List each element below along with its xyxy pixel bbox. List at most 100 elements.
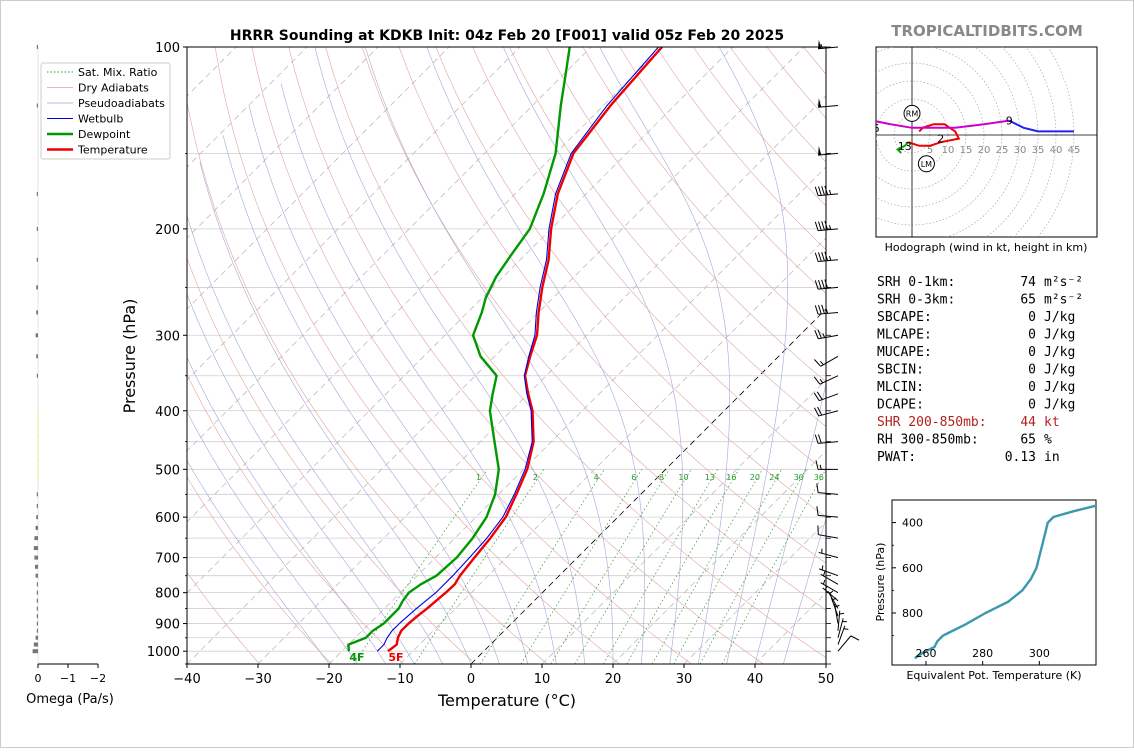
y-tick-label: 1000 [147, 645, 180, 660]
theta-e-y-tick-label: 600 [902, 562, 923, 575]
index-label: RH 300-850mb: [877, 433, 979, 448]
x-tick-label: 40 [747, 672, 764, 687]
barb-half [823, 572, 824, 576]
barb-full [818, 252, 821, 261]
omega-bar [37, 104, 38, 108]
index-label: MLCIN: [877, 380, 924, 395]
wind-barb [818, 98, 838, 107]
wind-barb [816, 460, 838, 469]
index-value: 0 [1028, 380, 1036, 395]
dry-adiabat [142, 47, 476, 664]
moist-adiabat [223, 135, 499, 664]
omega-bar [33, 649, 38, 653]
mixing-ratio-label: 2 [533, 473, 538, 482]
wind-barb [838, 636, 859, 651]
mixing-ratio-line [604, 469, 718, 664]
y-tick-label: 900 [155, 618, 180, 633]
index-unit: J/kg [1044, 345, 1075, 360]
mixing-ratio-line [480, 469, 604, 664]
omega-bar [36, 515, 38, 519]
storm-motion-label: LM [921, 160, 932, 169]
wind-barb [815, 305, 838, 314]
barb-half [839, 613, 844, 614]
barb-shaft [818, 535, 838, 538]
omega-bar [37, 45, 38, 49]
barb-full [818, 305, 821, 314]
mixing-ratio-label: 16 [726, 473, 736, 482]
barb-full [815, 187, 818, 196]
site-watermark: TROPICALTIDBITS.COM [891, 22, 1083, 40]
legend-label: Pseudoadiabats [78, 97, 165, 110]
index-unit: m²s⁻² [1044, 275, 1083, 290]
barb-half [829, 190, 830, 194]
barb-full [814, 359, 820, 366]
moist-adiabat [719, 47, 788, 664]
omega-bar [37, 504, 38, 508]
dry-adiabat [252, 47, 692, 664]
mixing-ratio-line [415, 469, 544, 664]
barb-half [823, 580, 824, 584]
x-axis-label: Temperature (°C) [437, 691, 576, 710]
wind-barb [815, 252, 838, 262]
barb-half [820, 379, 823, 383]
y-axis-label: Pressure (hPa) [120, 299, 139, 414]
x-tick-label: 50 [818, 672, 835, 687]
x-tick-label: −20 [315, 672, 342, 687]
index-unit: kt [1044, 415, 1060, 430]
theta-e-ylabel: Pressure (hPa) [874, 543, 887, 622]
omega-bar [37, 591, 38, 595]
hodograph-height-label: 2 [937, 133, 944, 146]
omega-bar [36, 636, 38, 640]
index-label: SBCAPE: [877, 310, 932, 325]
barb-full [815, 280, 818, 289]
omega-xlabel: Omega (Pa/s) [26, 692, 114, 707]
barb-full [817, 506, 818, 515]
isotherm-line [329, 47, 946, 664]
barb-full [822, 252, 825, 261]
surface-label: 4F [349, 651, 364, 664]
x-tick-label: 0 [467, 672, 475, 687]
y-tick-label: 600 [155, 511, 180, 526]
wind-barb [838, 626, 848, 645]
mixing-ratio-label: 8 [659, 473, 664, 482]
hodograph-ring-label: 20 [978, 145, 991, 156]
index-label: SRH 0-3km: [877, 293, 955, 308]
index-unit: % [1044, 433, 1052, 448]
index-unit: J/kg [1044, 310, 1075, 325]
series-dewpoint [348, 47, 569, 651]
hodograph-caption: Hodograph (wind in kt, height in km) [885, 241, 1088, 254]
theta-e-x-tick-label: 260 [916, 647, 937, 660]
moist-adiabat [365, 47, 613, 664]
chart-title: HRRR Sounding at KDKB Init: 04z Feb 20 [… [230, 28, 784, 44]
moist-adiabat [755, 47, 860, 664]
omega-bar [36, 285, 38, 289]
omega-bar [37, 374, 38, 378]
hodograph-height-label: 9 [1006, 115, 1013, 128]
index-label: SRH 0-1km: [877, 275, 955, 290]
x-tick-label: 10 [534, 672, 551, 687]
barb-half [844, 629, 849, 630]
index-value: 0.13 [1005, 450, 1036, 465]
y-tick-label: 300 [155, 329, 180, 344]
legend-label: Dewpoint [78, 128, 131, 141]
mixing-ratio-label: 1 [476, 473, 481, 482]
y-tick-label: 500 [155, 463, 180, 478]
x-tick-label: −10 [386, 672, 413, 687]
omega-tick-label: 0 [35, 672, 42, 685]
theta-e-y-tick-label: 400 [902, 517, 923, 530]
mixing-ratio-label: 36 [814, 473, 824, 482]
omega-bar [34, 536, 38, 540]
barb-full [815, 253, 818, 262]
hodograph-height-label: 13 [898, 140, 912, 153]
wind-barb [817, 506, 838, 517]
index-value: 44 [1020, 415, 1036, 430]
moist-adiabat [249, 106, 528, 664]
skewt-frame [187, 47, 826, 664]
index-unit: m²s⁻² [1044, 293, 1083, 308]
wind-barb [821, 572, 838, 585]
omega-tick-label: −2 [90, 672, 106, 685]
isotherm-line [116, 47, 733, 664]
